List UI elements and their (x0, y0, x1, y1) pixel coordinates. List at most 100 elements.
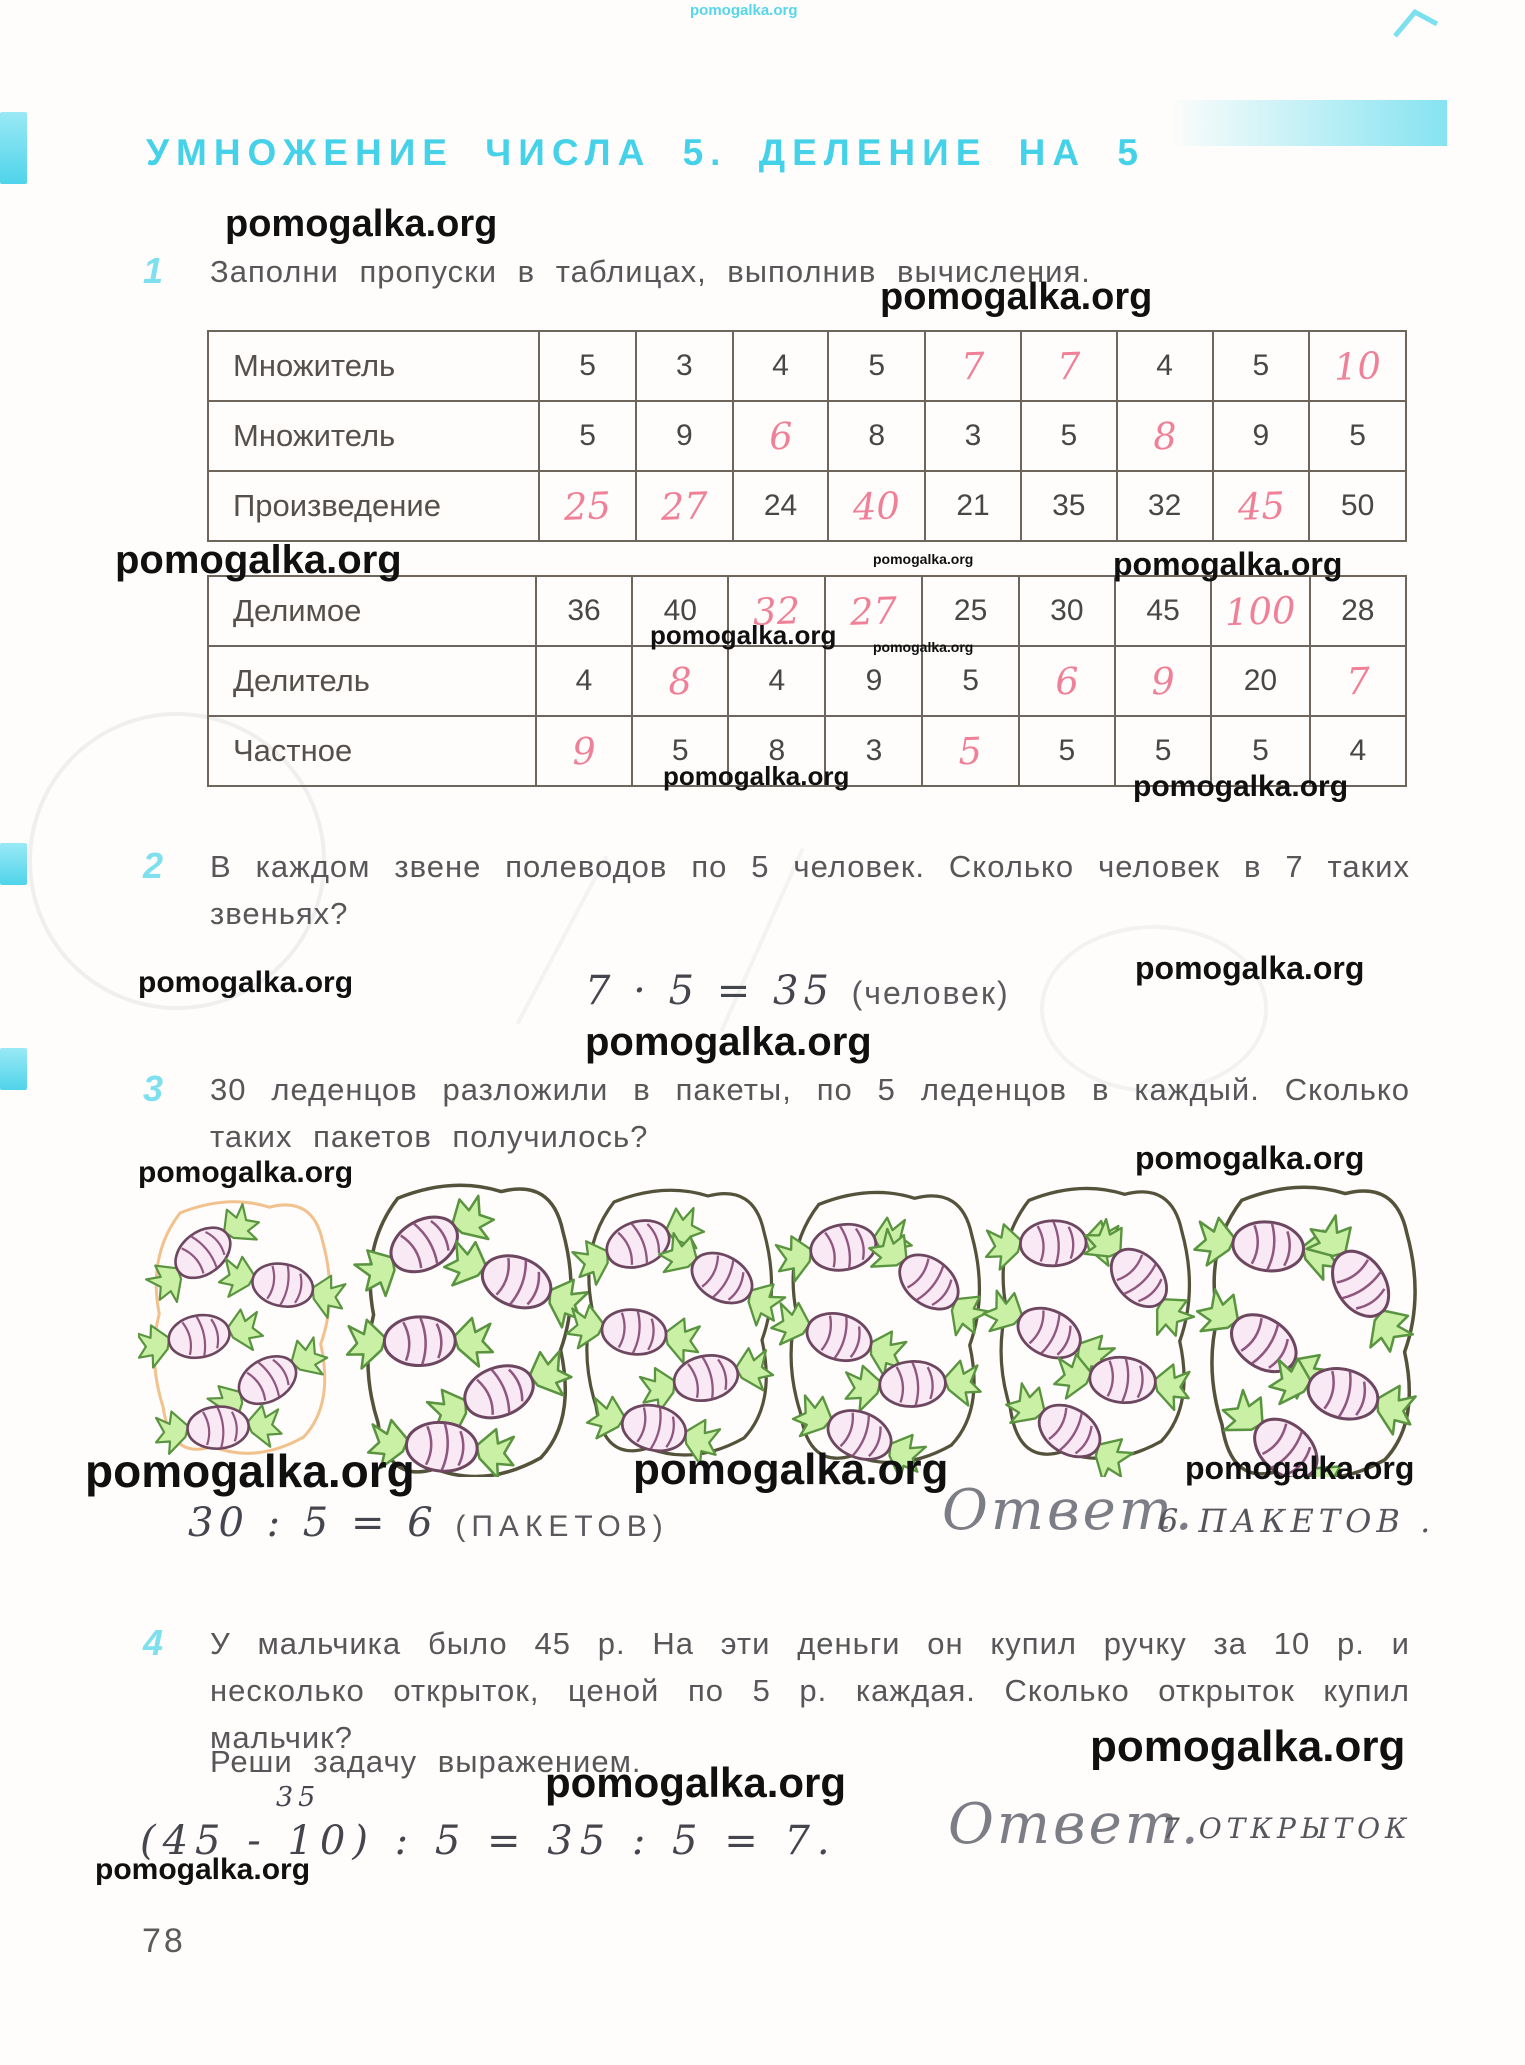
watermark: pomogalka.org (545, 1759, 847, 1806)
candy-bag (770, 1190, 991, 1477)
candy-icon (144, 1203, 261, 1304)
watermark: pomogalka.org (1185, 1450, 1415, 1486)
candy-icon (571, 1206, 706, 1286)
printed-cell: 9 (824, 645, 924, 717)
printed-cell: 8 (827, 400, 927, 472)
task4-answer: 7 ОТКРЫТОК (1162, 1812, 1412, 1845)
printed-cell: 9 (1211, 400, 1311, 472)
printed-cell: 35 (1019, 470, 1118, 542)
printed-cell: 5 (1019, 400, 1118, 472)
watermark: pomogalka.org (633, 1445, 949, 1494)
printed-cell: 24 (731, 470, 830, 542)
printed-cell: 3 (824, 715, 924, 787)
printed-cell: 21 (924, 470, 1022, 542)
printed-cell: 4 (534, 645, 634, 717)
task2-text: В каждом звене полеводов по 5 человек. С… (210, 849, 1410, 931)
page-number: 78 (142, 1922, 186, 1960)
handwritten-cell: 9 (1113, 644, 1213, 718)
candy-icon (982, 1289, 1116, 1381)
printed-cell: 4 (727, 645, 827, 717)
candy-icon (1053, 1353, 1191, 1412)
watermark: pomogalka.org (138, 966, 354, 999)
task4-number: 4 (143, 1622, 164, 1663)
candy-icon (366, 1418, 516, 1477)
printed-cell: 5 (921, 645, 1020, 717)
printed-cell: 3 (634, 330, 734, 402)
task1-number: 1 (143, 250, 164, 291)
candy-icon (585, 1395, 722, 1466)
candy-icon (154, 1404, 283, 1455)
watermark: pomogalka.org (1135, 1140, 1365, 1176)
table-row: Множитель 5 3 4 5 7 7 4 5 10 (206, 329, 1408, 403)
handwritten-cell: 8 (630, 644, 730, 718)
bag-outline (999, 1186, 1192, 1461)
handwritten-cell: 27 (824, 574, 924, 648)
printed-cell: 4 (1308, 715, 1408, 787)
candy-bag (345, 1183, 590, 1477)
printed-cell: 4 (1115, 330, 1214, 402)
printed-cell: 9 (634, 400, 734, 472)
printed-cell: 5 (1308, 400, 1407, 472)
row-label: Множитель (206, 400, 541, 472)
watermark: pomogalka.org (1133, 770, 1349, 803)
watermark: pomogalka.org (95, 1853, 311, 1886)
margin-accent-bar (0, 843, 27, 885)
handwritten-cell: 7 (923, 329, 1023, 403)
candy-icon (1083, 1217, 1196, 1337)
watermark: pomogalka.org (650, 620, 837, 650)
handwritten-cell: 7 (1019, 329, 1118, 403)
watermark: pomogalka.org (1090, 1722, 1406, 1771)
printed-cell: 36 (534, 575, 634, 647)
watermark: pomogalka.org (873, 551, 974, 567)
task1-text: Заполни пропуски в таблицах, выполнив вы… (210, 254, 1091, 289)
margin-accent-bar (0, 112, 27, 184)
watermark: pomogalka.org (225, 203, 498, 245)
task4-instruction: Реши задачу выражением. (210, 1744, 642, 1779)
candy-bag (138, 1200, 347, 1455)
candy-icon (1268, 1357, 1417, 1436)
corner-accent-icon (1393, 8, 1439, 38)
printed-cell: 28 (1308, 575, 1408, 647)
printed-cell: 40 (631, 575, 730, 647)
handwritten-cell: 40 (827, 469, 927, 543)
task3-text: 30 леденцов разложили в пакеты, по 5 лед… (210, 1072, 1410, 1154)
task3-answer-label: Ответ. (942, 1478, 1196, 1543)
handwritten-cell: 100 (1210, 574, 1311, 648)
scan-ghost-circle (1040, 925, 1268, 1093)
watermark: pomogalka.org (1113, 546, 1343, 582)
task4-carry: 35 (276, 1782, 321, 1813)
printed-cell: 50 (1308, 470, 1407, 542)
printed-cell: 5 (827, 330, 927, 402)
candy-icon (345, 1315, 495, 1370)
table-row: Множитель 5 9 6 8 3 5 8 9 5 (206, 399, 1407, 473)
handwritten-cell: 8 (1115, 399, 1214, 473)
handwritten-cell: 5 (921, 714, 1020, 788)
printed-cell: 5 (1017, 715, 1116, 787)
table-row: Делимое 36 40 32 27 25 30 45 100 28 (207, 574, 1408, 648)
task2-solution-unit: (человек) (851, 975, 1010, 1011)
candy-icon (638, 1347, 775, 1414)
printed-cell: 20 (1210, 645, 1311, 717)
task2-number: 2 (143, 845, 164, 886)
handwritten-cell: 25 (538, 469, 638, 543)
task2-solution: 7 · 5 = 35 (человек) (585, 968, 1010, 1014)
division-table: Делимое 36 40 32 27 25 30 45 100 28 Делитель 4 8 4 9 5 6… (207, 574, 1408, 788)
printed-cell: 5 (538, 330, 637, 402)
printed-cell: 30 (1017, 575, 1116, 647)
candy-bag (565, 1188, 787, 1466)
printed-cell: 45 (1113, 575, 1213, 647)
watermark: pomogalka.org (115, 538, 402, 582)
candy-icon (1305, 1214, 1415, 1353)
printed-cell: 3 (924, 400, 1022, 472)
candy-icon (1005, 1382, 1135, 1477)
watermark: pomogalka.org (1135, 950, 1365, 986)
scan-ghost-circle (28, 712, 326, 1010)
printed-cell: 32 (1115, 470, 1214, 542)
page-title: УМНОЖЕНИЕ ЧИСЛА 5. ДЕЛЕНИЕ НА 5 (146, 132, 1145, 173)
row-label: Множитель (206, 330, 541, 402)
task3-solution: 30 : 5 = 6 (ПАКЕТОВ) (188, 1500, 669, 1546)
bag-outline (1210, 1185, 1417, 1477)
handwritten-cell: 27 (634, 469, 734, 543)
handwritten-cell: 7 (1308, 644, 1408, 718)
